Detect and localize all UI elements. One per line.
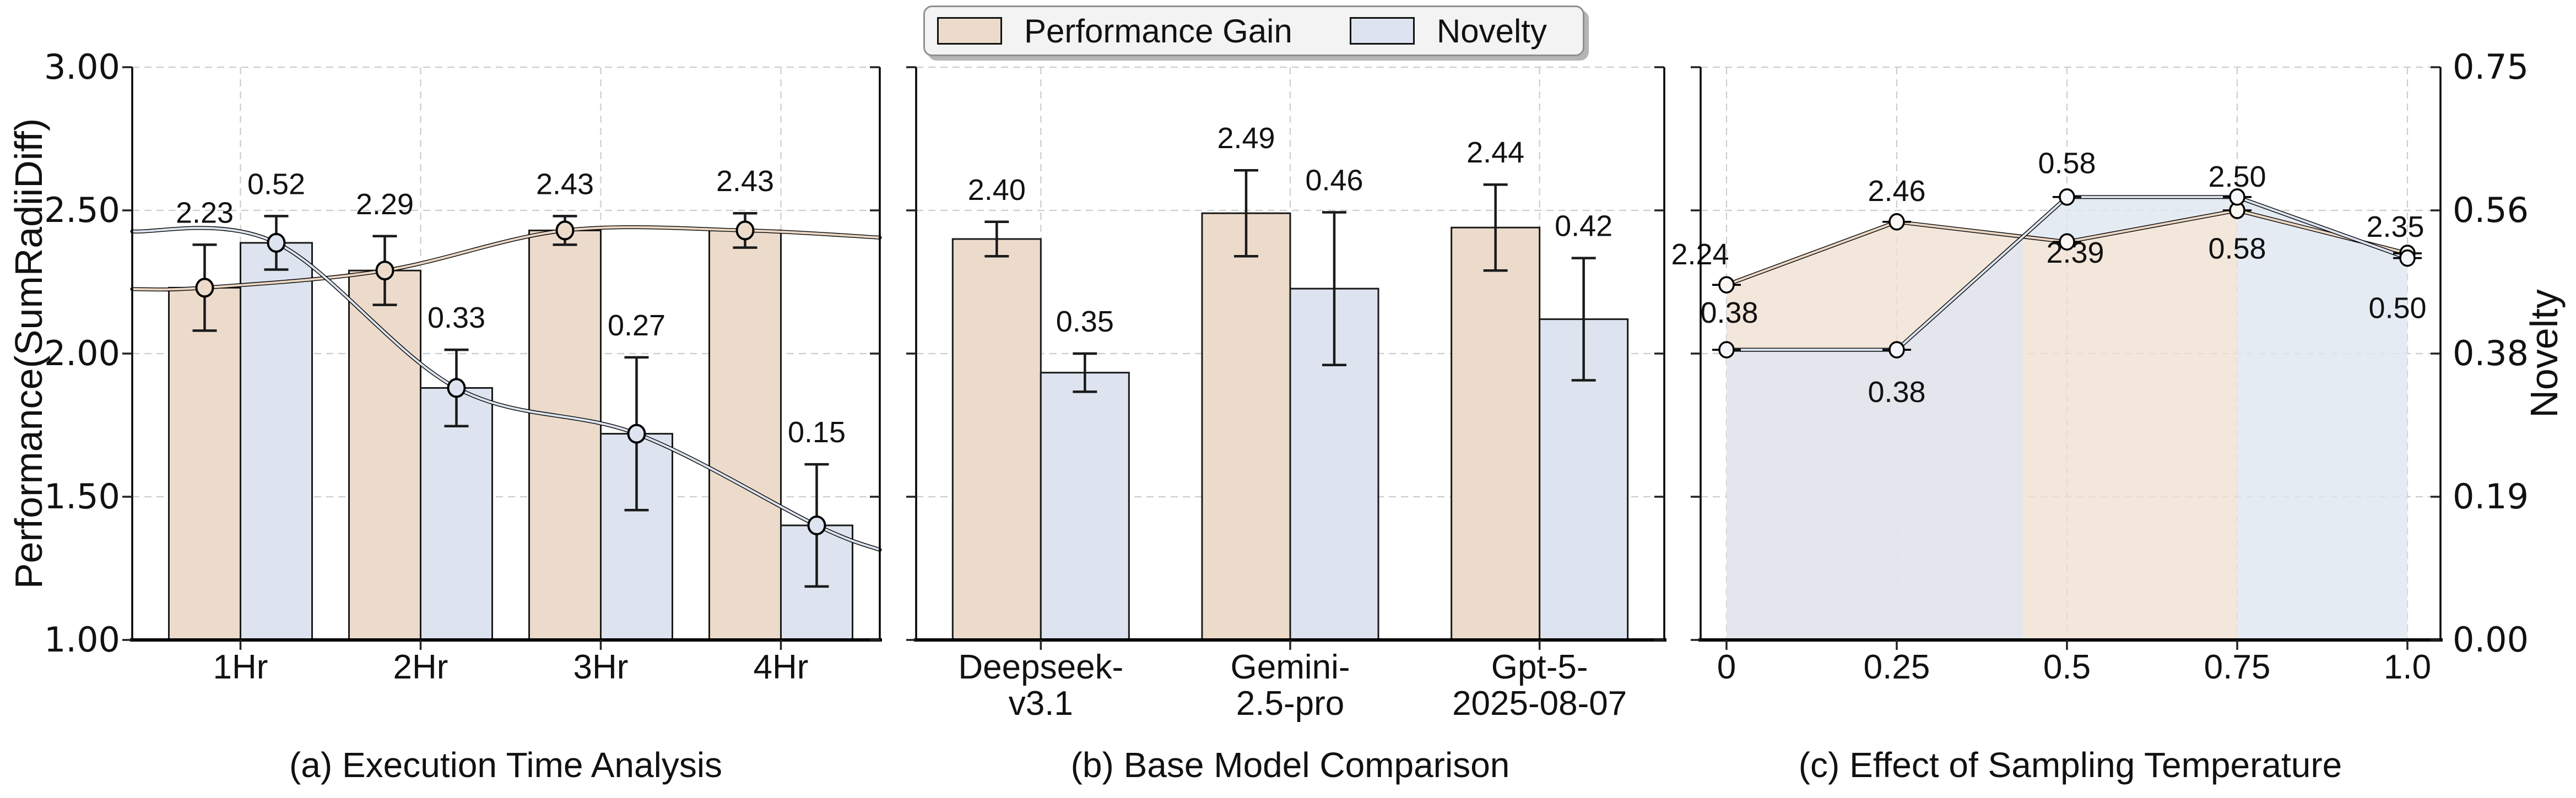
- right-axis-tick: 0.56: [2453, 190, 2529, 230]
- value-annotation: 0.52: [247, 167, 305, 200]
- legend-label-performance-gain: Performance Gain: [1024, 12, 1292, 50]
- data-point-marker: [2059, 233, 2075, 251]
- area-fill: [2022, 197, 2237, 242]
- value-annotation: 2.29: [356, 188, 414, 221]
- x-tick-label: 0: [1717, 648, 1736, 686]
- data-point-marker: [807, 515, 826, 535]
- value-annotation: 2.35: [2366, 210, 2424, 243]
- right-axis-tick: 0.00: [2453, 620, 2529, 660]
- bar: [708, 229, 782, 641]
- series-line: [131, 226, 881, 551]
- performance-gain-swatch-icon: [937, 17, 1002, 45]
- value-annotation: 0.15: [788, 416, 846, 449]
- value-annotation: 0.58: [2208, 232, 2266, 265]
- right-axis-title: Novelty: [2523, 289, 2566, 418]
- legend-item-novelty: Novelty: [1349, 12, 1547, 50]
- bar: [420, 387, 493, 641]
- x-tick-label: Gemini-2.5-pro: [1230, 648, 1350, 723]
- x-tick-label: Deepseek-v3.1: [958, 648, 1123, 723]
- value-annotation: 0.46: [1305, 164, 1363, 197]
- data-point-marker: [1718, 276, 1735, 294]
- left-axis-tick: 2.50: [44, 190, 120, 230]
- panel-a: 2.23 2.29 2.43 2.43 0.52 0.33 0.27 0.15 1Hr 2Hr 3H…: [122, 66, 882, 686]
- value-annotation: 0.38: [1700, 296, 1758, 329]
- data-point-marker: [555, 220, 575, 241]
- data-point-marker: [1718, 341, 1735, 359]
- x-tick-label: 1.0: [2384, 648, 2431, 686]
- bar: [951, 238, 1042, 641]
- caption-b: (b) Base Model Comparison: [1070, 745, 1510, 785]
- data-point-marker: [1888, 341, 1905, 359]
- data-point-marker: [735, 220, 755, 241]
- legend-item-performance-gain: Performance Gain: [937, 12, 1292, 50]
- area-fill: [2237, 197, 2407, 640]
- value-annotation: 2.44: [1466, 136, 1524, 169]
- value-annotation: 2.43: [716, 165, 774, 198]
- bar: [1201, 212, 1291, 641]
- bar: [1451, 226, 1541, 641]
- novelty-swatch-icon: [1349, 17, 1415, 45]
- value-annotation: 0.35: [1056, 305, 1114, 338]
- bar: [240, 242, 313, 641]
- caption-c: (c) Effect of Sampling Temperature: [1798, 745, 2342, 785]
- value-annotation: 0.42: [1555, 210, 1612, 243]
- x-tick-label: 0.5: [2043, 648, 2091, 686]
- value-annotation: 0.33: [427, 301, 485, 334]
- left-axis-tick: 1.00: [44, 620, 120, 660]
- bar: [528, 229, 602, 641]
- x-tick-label: 0.25: [1864, 648, 1930, 686]
- x-tick-label: 3Hr: [573, 648, 629, 686]
- x-tick-label: 0.75: [2204, 648, 2271, 686]
- area-fill: [1727, 236, 2023, 640]
- data-point-marker: [2229, 188, 2245, 206]
- value-annotation: 2.49: [1217, 122, 1275, 155]
- value-annotation: 2.50: [2208, 160, 2266, 193]
- value-annotation: 2.43: [536, 167, 594, 200]
- x-tick-label: 2Hr: [393, 648, 448, 686]
- value-annotation: 0.38: [1868, 376, 1925, 409]
- value-annotation: 2.23: [176, 196, 234, 229]
- value-annotation: 0.50: [2368, 292, 2426, 325]
- data-point-marker: [2059, 188, 2075, 206]
- data-point-marker: [375, 260, 394, 281]
- x-tick-label: Gpt-5-2025-08-07: [1452, 648, 1627, 723]
- value-annotation: 2.39: [2046, 236, 2104, 269]
- right-axis-tick: 0.75: [2453, 47, 2529, 87]
- value-annotation: 0.58: [2038, 147, 2096, 180]
- bar: [1040, 372, 1130, 641]
- left-axis-tick: 1.50: [44, 476, 120, 517]
- right-axis-tick: 0.38: [2453, 333, 2529, 373]
- data-point-marker: [447, 378, 466, 398]
- right-axis-tick: 0.19: [2453, 476, 2529, 517]
- value-annotation: 2.40: [968, 173, 1026, 207]
- data-point-marker: [627, 424, 646, 444]
- left-axis-tick: 3.00: [44, 47, 120, 87]
- data-point-marker: [2399, 249, 2416, 267]
- value-annotation: 0.27: [608, 309, 665, 342]
- left-axis-tick: 2.00: [44, 333, 120, 373]
- left-axis-title: Performance(SumRadiiDiff): [7, 118, 50, 589]
- panel-b: 2.40 2.49 2.44 0.35 0.46 0.42 Deepseek-v3.1 Gem…: [906, 66, 1666, 723]
- x-tick-label: 1Hr: [213, 648, 268, 686]
- caption-a: (a) Execution Time Analysis: [289, 745, 723, 785]
- panel-c: 2.242.462.392.502.350.380.380.580.580.50…: [1671, 66, 2443, 686]
- bar: [348, 269, 421, 641]
- legend: Performance Gain Novelty: [923, 6, 1584, 56]
- data-point-marker: [195, 278, 214, 298]
- data-point-marker: [1888, 213, 1905, 231]
- x-tick-label: 4Hr: [754, 648, 809, 686]
- data-point-marker: [267, 232, 286, 253]
- legend-label-novelty: Novelty: [1436, 12, 1547, 50]
- value-annotation: 2.46: [1868, 175, 1925, 208]
- bar: [168, 286, 241, 641]
